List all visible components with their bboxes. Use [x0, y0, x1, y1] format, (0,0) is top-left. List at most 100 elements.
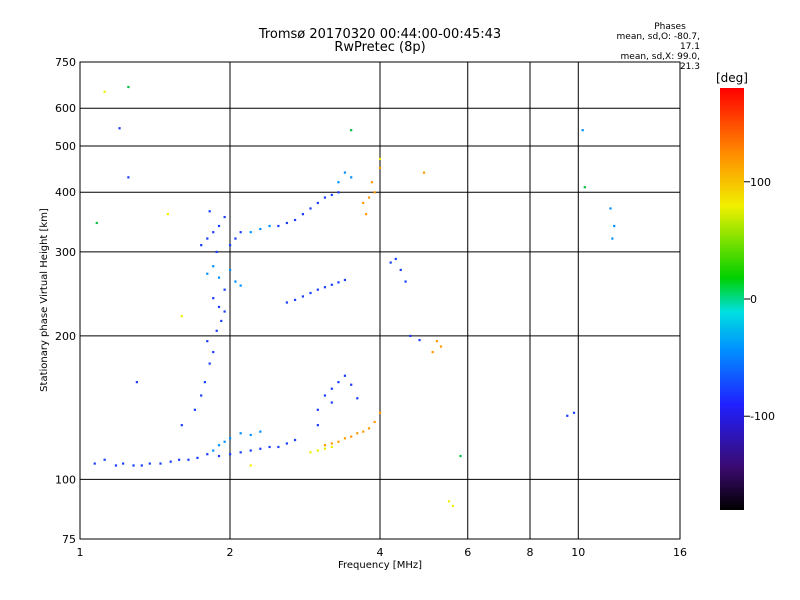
data-point: [212, 449, 215, 452]
data-point: [583, 186, 586, 189]
data-point: [323, 444, 327, 447]
data-point: [140, 464, 143, 467]
data-point: [127, 176, 130, 179]
data-point: [268, 445, 271, 449]
data-point: [389, 261, 392, 264]
x-tick-label: 2: [227, 546, 234, 559]
data-point: [337, 281, 340, 284]
data-point: [285, 442, 288, 445]
data-point: [206, 340, 209, 343]
data-point: [459, 454, 462, 458]
colorbar-ticks: 100 0 -100: [744, 176, 775, 423]
data-point: [200, 244, 203, 247]
data-point: [217, 444, 221, 447]
data-point: [187, 458, 190, 461]
y-tick-label: 400: [55, 186, 76, 199]
data-point: [316, 288, 319, 291]
y-tick-label: 200: [55, 330, 76, 343]
data-point: [249, 449, 252, 452]
data-points: [93, 85, 616, 508]
x-axis-ticks: 1 2 4 6 8 10 16: [77, 546, 688, 559]
data-point: [323, 447, 327, 450]
data-point: [309, 207, 312, 210]
data-point: [613, 224, 616, 228]
data-point: [337, 191, 340, 194]
data-point: [259, 430, 262, 433]
data-point: [206, 272, 209, 275]
data-point: [169, 460, 172, 463]
data-point: [350, 176, 353, 179]
data-point: [379, 411, 382, 414]
data-point: [451, 504, 455, 508]
data-point: [114, 464, 118, 467]
data-point: [439, 345, 443, 348]
data-point: [206, 453, 209, 456]
data-point: [343, 171, 347, 174]
data-point: [223, 288, 226, 291]
data-point: [330, 401, 333, 404]
x-axis-label: Frequency [MHz]: [338, 560, 422, 571]
data-point: [362, 430, 365, 433]
data-point: [239, 284, 242, 287]
data-point: [370, 181, 373, 184]
chart-title: Tromsø 20170320 00:44:00-00:45:43: [258, 27, 502, 42]
colorbar-tick-label: 100: [750, 176, 771, 189]
phase-statistics: Phases mean, sd,O: -80.7, 17.1 mean, sd,…: [600, 22, 700, 72]
data-point: [316, 408, 319, 411]
data-point: [217, 276, 221, 279]
data-point: [212, 265, 215, 268]
data-point: [409, 334, 412, 338]
x-tick-label: 4: [377, 546, 384, 559]
y-tick-label: 100: [55, 473, 76, 486]
data-point: [180, 315, 183, 318]
x-tick-label: 10: [571, 546, 585, 559]
data-point: [330, 193, 333, 197]
data-point: [362, 201, 365, 205]
data-point: [268, 224, 271, 228]
data-point: [203, 381, 206, 384]
data-point: [350, 435, 353, 438]
data-point: [367, 196, 371, 199]
colorbar-tick-label: 0: [750, 293, 757, 306]
plot-frame: [79, 61, 681, 540]
y-tick-label: 750: [55, 56, 76, 69]
data-point: [330, 283, 333, 286]
data-point: [159, 462, 162, 465]
data-point: [177, 458, 181, 461]
data-point: [330, 442, 333, 445]
data-point: [350, 383, 353, 386]
data-point: [323, 286, 327, 289]
data-point: [367, 427, 371, 430]
data-point: [301, 213, 305, 216]
grid: [80, 62, 680, 539]
data-point: [293, 438, 297, 442]
data-point: [293, 218, 297, 222]
data-point: [229, 453, 232, 456]
data-point: [217, 224, 221, 228]
data-point: [337, 440, 340, 443]
data-point: [217, 305, 221, 309]
data-point: [212, 350, 215, 354]
data-point: [208, 210, 211, 213]
data-point: [259, 447, 262, 450]
data-point: [572, 411, 576, 414]
data-point: [206, 237, 209, 240]
y-tick-label: 75: [62, 533, 76, 546]
x-tick-label: 6: [464, 546, 471, 559]
data-point: [127, 85, 130, 89]
data-point: [132, 464, 135, 467]
data-point: [418, 338, 421, 342]
data-point: [285, 301, 288, 304]
data-point: [200, 394, 203, 397]
data-point: [337, 381, 340, 384]
data-point: [249, 464, 252, 467]
data-point: [234, 280, 237, 283]
data-point: [609, 207, 612, 210]
data-point: [249, 231, 252, 234]
data-point: [404, 280, 407, 283]
data-point: [422, 171, 426, 174]
y-axis-ticks: 75 100 200 300 400 500 600 750: [55, 56, 76, 546]
data-point: [343, 437, 347, 440]
data-point: [356, 432, 359, 435]
data-point: [229, 244, 232, 247]
